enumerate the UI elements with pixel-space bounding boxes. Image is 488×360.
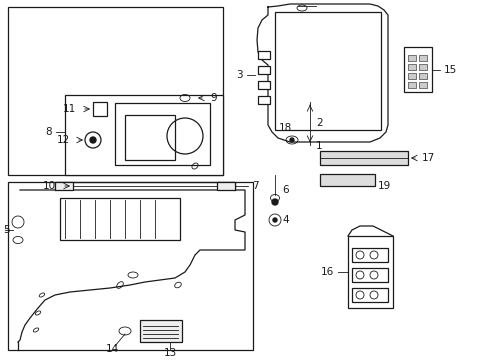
Text: 7: 7 xyxy=(251,181,258,191)
Bar xyxy=(217,182,235,190)
Circle shape xyxy=(289,138,293,142)
Bar xyxy=(403,47,431,92)
Bar xyxy=(418,55,426,61)
Text: 1: 1 xyxy=(315,141,322,151)
Circle shape xyxy=(272,218,276,222)
Text: 11: 11 xyxy=(62,104,76,114)
Bar xyxy=(407,55,415,61)
Text: 19: 19 xyxy=(377,181,390,191)
Bar xyxy=(258,96,269,104)
Bar xyxy=(90,255,115,300)
Bar xyxy=(155,255,184,300)
Text: 3: 3 xyxy=(236,70,243,80)
Bar xyxy=(274,12,380,130)
Bar xyxy=(258,51,269,59)
Text: 18: 18 xyxy=(278,123,291,133)
Bar xyxy=(115,103,209,165)
Text: 12: 12 xyxy=(57,135,70,145)
Bar xyxy=(55,182,73,190)
Bar xyxy=(258,66,269,74)
Text: 8: 8 xyxy=(45,127,52,137)
Text: 17: 17 xyxy=(421,153,434,163)
Bar xyxy=(351,268,387,282)
Text: 16: 16 xyxy=(320,267,333,277)
Text: 13: 13 xyxy=(163,348,176,358)
Bar xyxy=(351,248,387,262)
Bar xyxy=(258,81,269,89)
Bar xyxy=(125,115,175,160)
Text: 5: 5 xyxy=(3,225,10,235)
Bar xyxy=(407,73,415,79)
Bar xyxy=(8,7,223,175)
Bar xyxy=(65,95,223,175)
Text: 15: 15 xyxy=(443,65,456,75)
Bar xyxy=(407,64,415,70)
Bar xyxy=(347,236,392,308)
Bar xyxy=(418,73,426,79)
Bar xyxy=(60,198,180,240)
Bar xyxy=(418,64,426,70)
Bar xyxy=(8,182,252,350)
Bar xyxy=(140,320,182,342)
Text: 10: 10 xyxy=(43,181,56,191)
Bar xyxy=(155,255,184,300)
Text: 14: 14 xyxy=(105,344,119,354)
Text: 6: 6 xyxy=(282,185,288,195)
Bar xyxy=(90,255,115,300)
Text: 9: 9 xyxy=(209,93,216,103)
Text: 2: 2 xyxy=(315,118,322,128)
Bar xyxy=(93,102,107,116)
Circle shape xyxy=(271,199,278,205)
Circle shape xyxy=(90,137,96,143)
Text: 4: 4 xyxy=(282,215,288,225)
Bar xyxy=(418,82,426,88)
Bar xyxy=(319,151,407,165)
Bar xyxy=(407,82,415,88)
Bar xyxy=(351,288,387,302)
Bar xyxy=(319,174,374,186)
